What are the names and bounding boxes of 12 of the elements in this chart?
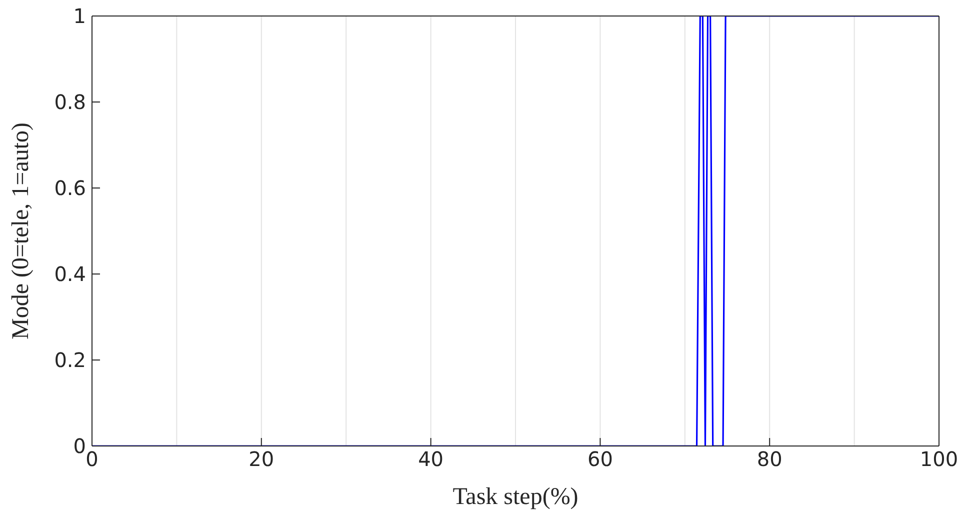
- x-tick-label: 60: [587, 447, 613, 472]
- x-tick-label: 100: [920, 447, 958, 472]
- x-tick-label: 40: [418, 447, 444, 472]
- y-tick-label: 1: [73, 4, 86, 28]
- y-tick-label: 0.2: [54, 348, 86, 372]
- y-tick-label: 0.6: [54, 176, 86, 200]
- x-tick-label: 80: [756, 447, 782, 472]
- x-tick-label: 20: [248, 447, 274, 472]
- y-axis-title: Mode (0=tele, 1=auto): [8, 122, 34, 340]
- x-axis-title: Task step(%): [452, 484, 578, 510]
- y-tick-label: 0.8: [54, 90, 86, 114]
- y-tick-label: 0.4: [54, 262, 86, 286]
